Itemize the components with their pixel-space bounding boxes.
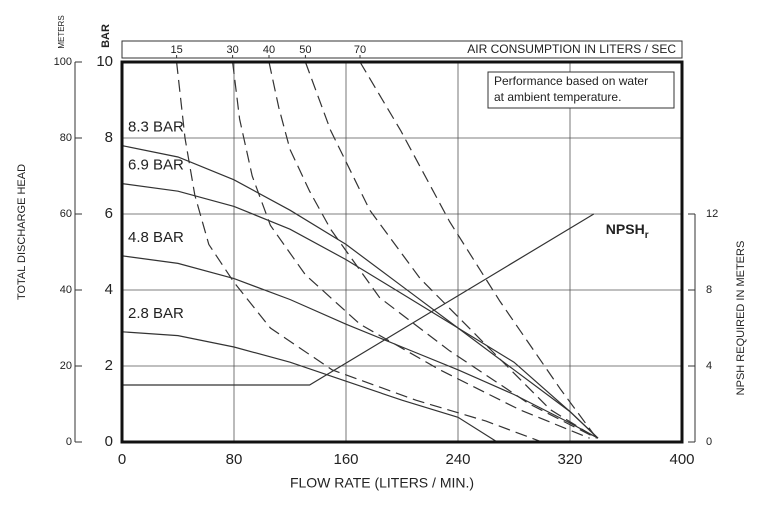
y2-tick-label: 0 <box>706 436 712 448</box>
annotation-line: Performance based on water <box>494 74 648 88</box>
y2-axis-title: NPSH REQUIRED IN METERS <box>735 241 747 396</box>
y-tick-label: 60 <box>60 208 72 220</box>
y2-tick-label: 8 <box>706 284 712 296</box>
bar-unit: BAR <box>100 24 112 48</box>
bar-tick-label: 10 <box>96 53 113 70</box>
npsh-subscript: r <box>645 230 649 241</box>
annotation-box <box>487 71 675 109</box>
x-tick-label: 400 <box>669 451 694 468</box>
pressure-label: 6.9 BAR <box>128 157 184 174</box>
pressure-curve <box>121 145 599 439</box>
bar-tick-label: 8 <box>105 129 113 146</box>
y-tick-label: 20 <box>60 360 72 372</box>
y-tick-label: 0 <box>66 436 72 448</box>
npsh-curve <box>122 213 595 386</box>
air-curve <box>359 61 598 439</box>
y-axis-title: TOTAL DISCHARGE HEAD <box>16 164 28 300</box>
x-tick-label: 240 <box>445 451 470 468</box>
bar-tick-label: 0 <box>105 433 113 450</box>
meters-unit: METERS <box>57 15 66 48</box>
npsh-name: NPSH <box>606 221 645 237</box>
pressure-label: 8.3 BAR <box>128 119 184 136</box>
plot-frame <box>120 60 684 444</box>
air-axis-title: AIR CONSUMPTION IN LITERS / SEC <box>467 42 676 56</box>
pressure-label: 4.8 BAR <box>128 229 184 246</box>
y-tick-label: 40 <box>60 284 72 296</box>
air-label: 50 <box>299 44 311 56</box>
pressure-curve <box>121 255 599 439</box>
air-axis-box <box>121 40 683 59</box>
air-label: 70 <box>354 44 366 56</box>
air-label: 15 <box>170 44 182 56</box>
y2-tick-label: 4 <box>706 360 712 372</box>
pressure-label: 2.8 BAR <box>128 305 184 322</box>
annotation-line: at ambient temperature. <box>494 90 621 104</box>
air-curve <box>232 61 590 439</box>
y-tick-label: 80 <box>60 132 72 144</box>
air-curve <box>268 61 597 439</box>
y-tick-label: 100 <box>54 56 72 68</box>
pressure-curve <box>121 183 599 439</box>
pressure-curve <box>121 331 498 443</box>
x-tick-label: 80 <box>226 451 243 468</box>
air-label: 40 <box>263 44 275 56</box>
bar-tick-label: 6 <box>105 205 113 222</box>
x-tick-label: 320 <box>557 451 582 468</box>
x-tick-label: 160 <box>333 451 358 468</box>
bar-tick-label: 2 <box>105 357 113 374</box>
air-curve <box>304 61 597 439</box>
x-tick-label: 0 <box>118 451 126 468</box>
x-axis-title: FLOW RATE (LITERS / MIN.) <box>290 475 474 491</box>
y2-tick-label: 12 <box>706 208 718 220</box>
npsh-label: NPSHr <box>606 221 649 241</box>
air-curve <box>176 61 543 443</box>
air-label: 30 <box>226 44 238 56</box>
bar-tick-label: 4 <box>105 281 113 298</box>
